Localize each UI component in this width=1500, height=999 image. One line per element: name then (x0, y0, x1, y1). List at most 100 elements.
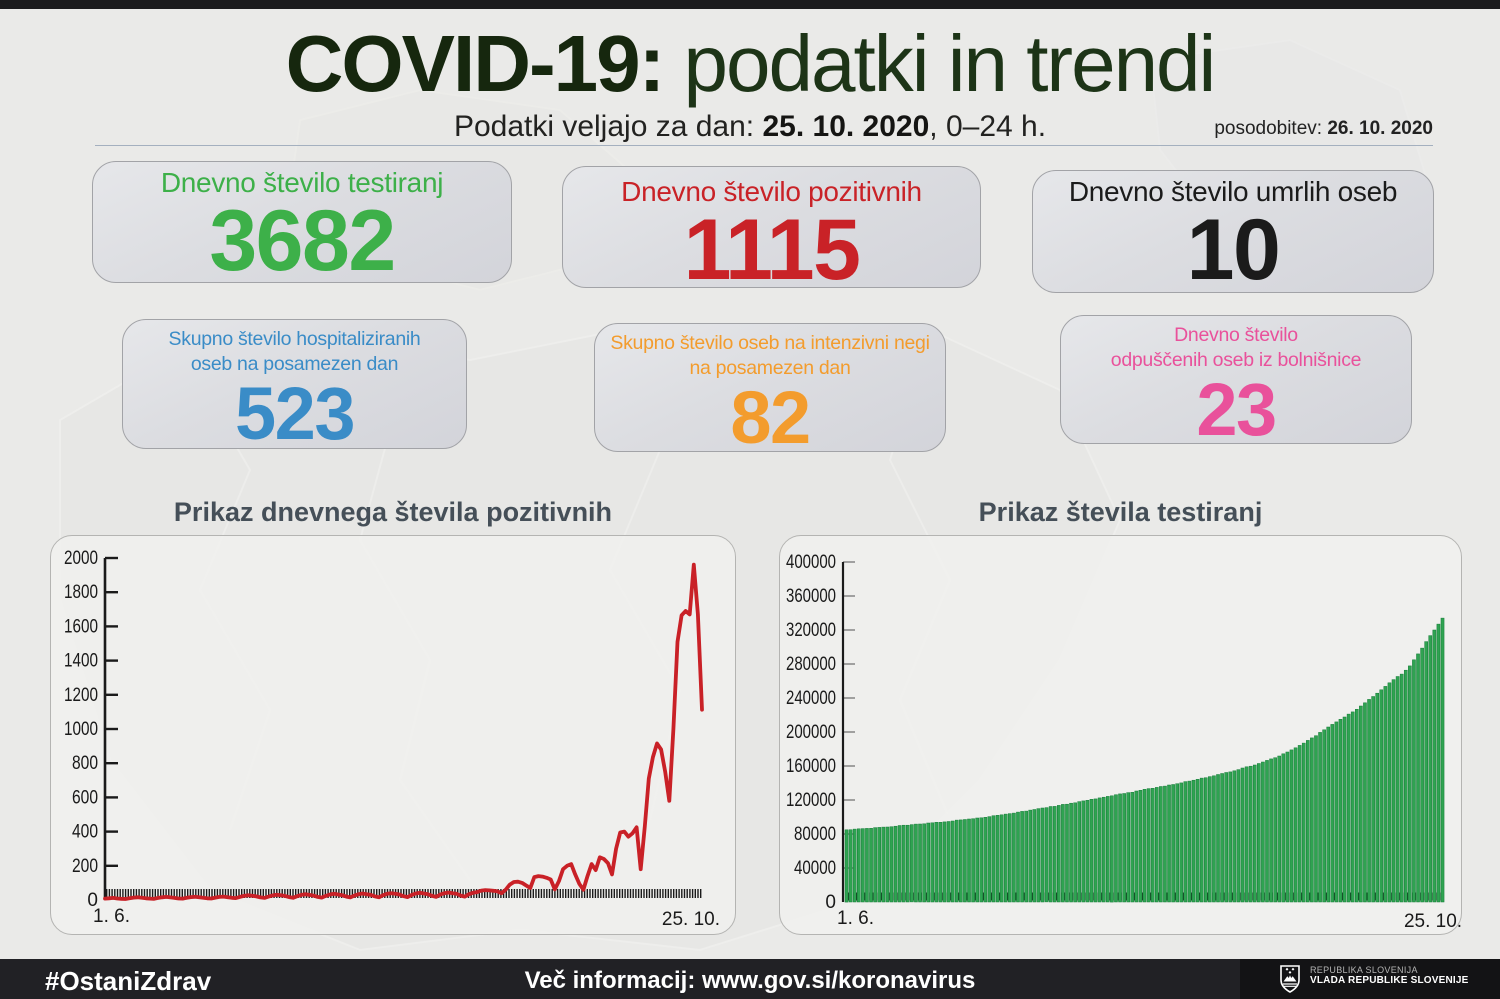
tests-bar (967, 818, 971, 903)
tests-bar (1208, 776, 1212, 903)
tests-bar (1220, 773, 1224, 903)
tests-bar (1432, 629, 1437, 903)
tests-bar (1408, 665, 1412, 903)
tests-bar (950, 820, 955, 903)
tests-bar (1097, 797, 1102, 903)
tests-bar (869, 828, 873, 903)
tests-bar (1301, 742, 1306, 903)
tests-bar (987, 816, 992, 903)
y-axis-label: 240000 (786, 688, 836, 709)
tests-bar (1089, 799, 1094, 903)
card-daily-positive-value: 1115 (683, 202, 861, 298)
y-axis-label: 1800 (64, 582, 98, 603)
y-axis-label: 400000 (786, 552, 836, 573)
footer-bar: #OstaniZdrav Več informacij: www.gov.si/… (0, 959, 1500, 999)
government-brand-block: REPUBLIKA SLOVENIJA VLADA REPUBLIKE SLOV… (1240, 959, 1500, 999)
header-separator (95, 145, 1433, 146)
tests-bar (852, 828, 857, 903)
tests-bar (1085, 800, 1090, 903)
tests-bar (1167, 784, 1171, 903)
tests-bar (979, 817, 984, 903)
tests-bar (1322, 729, 1326, 903)
subtitle-date: 25. 10. 2020 (762, 110, 930, 143)
y-axis-label: 1400 (64, 651, 98, 672)
y-axis-label: 360000 (786, 586, 836, 607)
tests-bar (930, 822, 935, 903)
positives-line-series (103, 562, 704, 901)
y-axis-label: 1200 (64, 685, 98, 706)
tests-bar (1048, 806, 1053, 903)
tests-bar (1044, 807, 1049, 903)
tests-bar (1065, 803, 1069, 903)
update-note: posodobitev: 26. 10. 2020 (1214, 118, 1433, 140)
slovenia-coat-of-arms-icon (1280, 965, 1300, 993)
card-label-line: Skupno število oseb na intenzivni negi (610, 332, 930, 354)
tests-bar (1306, 740, 1310, 903)
tests-bar (1012, 812, 1016, 903)
tests-bar (1175, 783, 1179, 903)
government-brand-text: REPUBLIKA SLOVENIJA VLADA REPUBLIKE SLOV… (1310, 965, 1469, 986)
y-axis-label: 0 (87, 890, 98, 911)
tests-bar (983, 817, 988, 903)
tests-bar (1363, 702, 1367, 903)
tests-bar (1314, 735, 1318, 903)
tests-bar (1191, 779, 1196, 903)
tests-bar (922, 823, 926, 903)
tests-bar (1440, 617, 1445, 903)
footer-hashtag: #OstaniZdrav (45, 966, 212, 996)
tests-bar (1350, 711, 1355, 903)
card-hospitalized-label: Skupno število hospitaliziranih oseb na p… (123, 327, 466, 377)
y-axis-label: 80000 (794, 824, 836, 845)
tests-bar (1281, 753, 1286, 903)
y-axis-label: 0 (825, 892, 836, 913)
card-label-line: Dnevno število pozitivnih (621, 176, 922, 207)
tests-bar (1069, 802, 1073, 903)
tests-bar (1024, 810, 1028, 903)
tests-bar-chart: 4000003600003200002800002400002000001600… (786, 552, 1461, 932)
card-label-line: oseb na posamezen dan (190, 353, 399, 375)
tests-bar (1399, 673, 1404, 903)
card-label-line: Dnevno število testiranj (160, 167, 444, 198)
card-hospitalized: Skupno število hospitaliziranih oseb na p… (122, 319, 467, 455)
tests-bar (918, 823, 922, 903)
page-title-rest-text: podatki in trendi (683, 19, 1217, 108)
positives-line-chart-panel: 2000 1800 1600 1400 1200 1000 800 600 400 200 0 1. … (50, 535, 736, 935)
tests-bar (1183, 781, 1188, 903)
tests-bar (1142, 789, 1147, 903)
y-axis-label: 40000 (794, 858, 836, 879)
tests-bar (1171, 784, 1175, 903)
tests-bar (1061, 804, 1065, 903)
tests-bar (1179, 782, 1184, 903)
tests-bar (938, 822, 943, 903)
tests-bar (848, 829, 853, 903)
x-axis-label-end: 25. 10. (1404, 911, 1461, 932)
tests-bar (873, 827, 877, 903)
tests-bar (1118, 793, 1122, 903)
card-discharged-label: Dnevno število odpuščenih oseb iz bolnišn… (1061, 323, 1411, 373)
tests-bar (1106, 796, 1110, 903)
card-daily-tests: Dnevno število testiranj 3682 (92, 161, 512, 289)
tests-bar (1265, 760, 1269, 903)
tests-bar (1028, 809, 1033, 903)
tests-bar (1355, 709, 1359, 903)
card-hospitalized-value: 523 (235, 372, 355, 455)
tests-bar (861, 828, 865, 903)
x-axis-label-start: 1. 6. (837, 908, 874, 929)
tests-bar (1040, 807, 1045, 903)
tests-bar (1032, 809, 1037, 903)
tests-bar (881, 826, 886, 903)
card-daily-deaths-label: Dnevno število umrlih oseb (1033, 178, 1433, 206)
tests-bar (1428, 635, 1433, 903)
card-daily-positive: Dnevno število pozitivnih 1115 (562, 166, 981, 298)
tests-bar (1154, 787, 1159, 903)
tests-bar (897, 825, 902, 903)
tests-bar (1101, 796, 1106, 903)
y-axis-label: 800 (72, 753, 98, 774)
tests-bar (1195, 779, 1200, 903)
card-daily-tests-value: 3682 (209, 193, 396, 289)
footer-info: Več informacij: www.gov.si/koronavirus (524, 967, 976, 994)
tests-bar (914, 823, 918, 903)
tests-bar (910, 824, 914, 903)
tests-bar (1093, 798, 1098, 903)
y-axis-label: 1600 (64, 616, 98, 637)
